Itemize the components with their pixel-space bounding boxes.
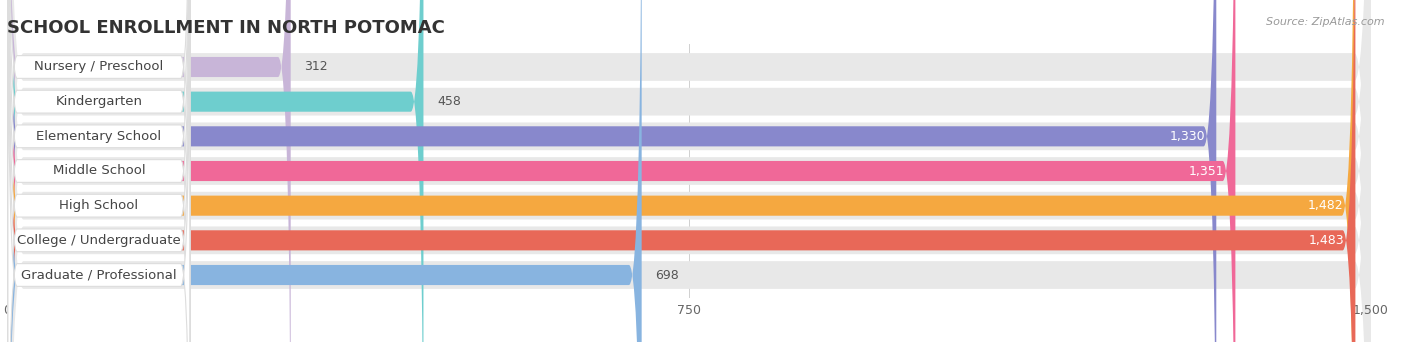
Text: 312: 312 — [304, 61, 328, 74]
Text: Nursery / Preschool: Nursery / Preschool — [34, 61, 163, 74]
FancyBboxPatch shape — [8, 0, 190, 342]
FancyBboxPatch shape — [7, 0, 1371, 342]
Text: Source: ZipAtlas.com: Source: ZipAtlas.com — [1267, 17, 1385, 27]
FancyBboxPatch shape — [7, 0, 1354, 342]
FancyBboxPatch shape — [7, 0, 291, 342]
FancyBboxPatch shape — [7, 0, 1371, 342]
FancyBboxPatch shape — [7, 0, 1371, 342]
FancyBboxPatch shape — [7, 0, 1371, 342]
Text: 1,351: 1,351 — [1189, 165, 1225, 177]
Text: 458: 458 — [437, 95, 461, 108]
FancyBboxPatch shape — [8, 0, 190, 342]
Text: Elementary School: Elementary School — [37, 130, 162, 143]
FancyBboxPatch shape — [7, 0, 1371, 342]
FancyBboxPatch shape — [7, 0, 423, 342]
Text: Middle School: Middle School — [52, 165, 145, 177]
Text: SCHOOL ENROLLMENT IN NORTH POTOMAC: SCHOOL ENROLLMENT IN NORTH POTOMAC — [7, 19, 444, 37]
FancyBboxPatch shape — [7, 0, 1371, 342]
FancyBboxPatch shape — [8, 0, 190, 342]
Text: 1,482: 1,482 — [1308, 199, 1344, 212]
Text: 698: 698 — [655, 268, 679, 281]
FancyBboxPatch shape — [8, 0, 190, 342]
FancyBboxPatch shape — [8, 0, 190, 342]
Text: 1,330: 1,330 — [1170, 130, 1205, 143]
Text: Graduate / Professional: Graduate / Professional — [21, 268, 177, 281]
FancyBboxPatch shape — [8, 0, 190, 342]
FancyBboxPatch shape — [7, 0, 1236, 342]
Text: 1,483: 1,483 — [1309, 234, 1344, 247]
Text: High School: High School — [59, 199, 138, 212]
Text: Kindergarten: Kindergarten — [55, 95, 142, 108]
FancyBboxPatch shape — [7, 0, 641, 342]
FancyBboxPatch shape — [7, 0, 1371, 342]
Text: College / Undergraduate: College / Undergraduate — [17, 234, 181, 247]
FancyBboxPatch shape — [7, 0, 1355, 342]
FancyBboxPatch shape — [8, 0, 190, 342]
FancyBboxPatch shape — [7, 0, 1216, 342]
